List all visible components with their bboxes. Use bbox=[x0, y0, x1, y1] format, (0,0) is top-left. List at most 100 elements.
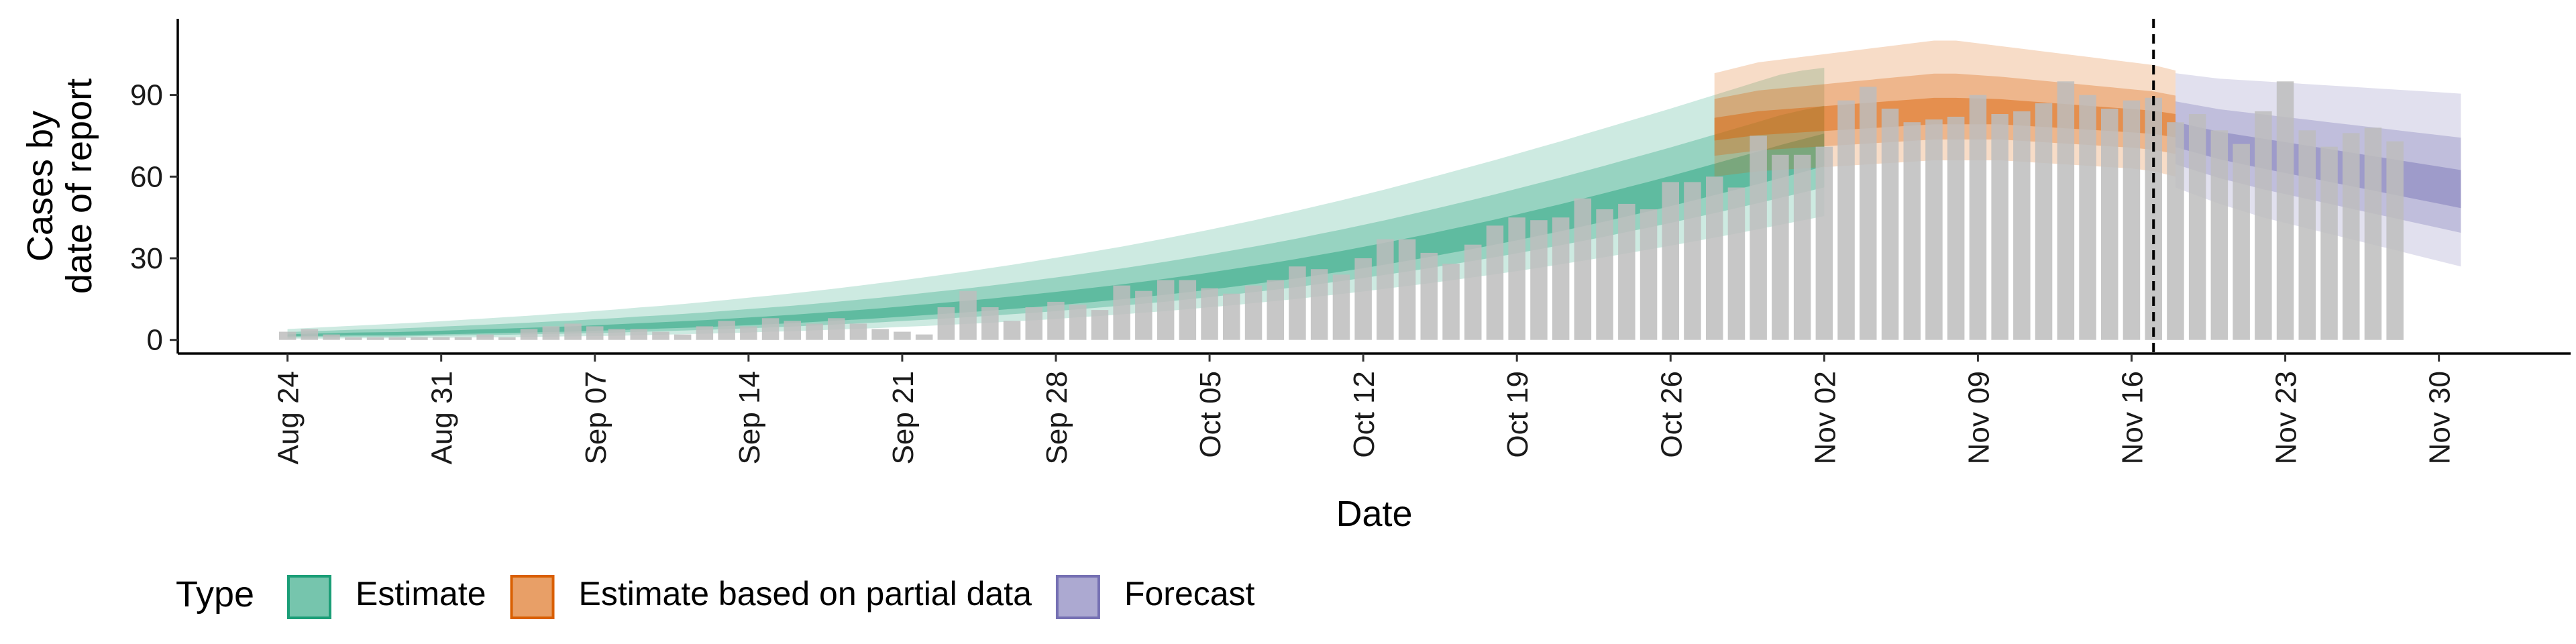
reported-case-bar bbox=[366, 337, 384, 340]
reported-case-bar bbox=[937, 307, 955, 340]
reported-case-bar bbox=[2210, 130, 2229, 340]
reported-case-bar bbox=[1750, 136, 1767, 340]
reported-case-bar bbox=[1947, 117, 1965, 340]
reported-case-bar bbox=[1815, 146, 1833, 340]
reported-case-bar bbox=[1223, 293, 1240, 340]
legend: Type Estimate Estimate based on partial da… bbox=[176, 574, 1255, 619]
axes-layer: 0 30 60 90 Aug 24 Aug 31 Sep 07 Sep 14 Sep 21 Sep… bbox=[20, 19, 2571, 534]
legend-label: Forecast bbox=[1124, 575, 1255, 612]
reported-case-bar bbox=[1420, 252, 1438, 340]
reported-case-bar bbox=[828, 318, 845, 340]
reported-case-bar bbox=[1706, 176, 1723, 340]
x-tick-label: Nov 02 bbox=[1809, 371, 1841, 464]
reported-case-bar bbox=[1552, 217, 1570, 340]
reported-case-bar bbox=[652, 331, 669, 340]
x-tick-label: Nov 16 bbox=[2116, 371, 2149, 464]
reported-case-bar bbox=[1486, 225, 1504, 340]
reported-case-bar bbox=[2057, 81, 2075, 340]
x-tick-label: Oct 12 bbox=[1348, 371, 1381, 458]
reported-case-bar bbox=[564, 323, 582, 340]
reported-case-bar bbox=[1025, 307, 1042, 340]
reported-case-bar bbox=[849, 323, 867, 340]
reported-case-bar bbox=[2123, 100, 2141, 340]
reported-case-bar bbox=[1727, 187, 1746, 340]
reported-case-bar bbox=[2233, 144, 2250, 340]
reported-case-bar bbox=[1377, 239, 1394, 340]
reported-case-bar bbox=[2035, 103, 2053, 340]
reported-case-bar bbox=[2013, 111, 2031, 340]
reported-case-bar bbox=[1991, 114, 2008, 340]
reported-case-bar bbox=[476, 334, 494, 340]
reported-case-bar bbox=[2276, 81, 2294, 340]
legend-swatch bbox=[287, 575, 331, 619]
reported-case-bar bbox=[2298, 130, 2316, 340]
estimate-band-outer bbox=[287, 68, 1825, 339]
reported-case-bar bbox=[1267, 280, 1284, 340]
reported-case-bar bbox=[1310, 269, 1328, 340]
reported-case-bar bbox=[1881, 108, 1899, 340]
reported-case-bar bbox=[894, 331, 911, 340]
reported-case-bar bbox=[1508, 217, 1525, 340]
reported-case-bar bbox=[388, 337, 406, 340]
legend-title: Type bbox=[176, 574, 254, 614]
reported-case-bar bbox=[1244, 285, 1263, 340]
reported-case-bar bbox=[1596, 209, 1613, 340]
reported-case-bar bbox=[761, 318, 780, 340]
reported-case-bar bbox=[2364, 127, 2382, 340]
reported-case-bar bbox=[498, 337, 516, 340]
reported-case-bar bbox=[301, 329, 319, 340]
reported-case-bar bbox=[278, 331, 297, 340]
reported-case-bar bbox=[1289, 266, 1306, 340]
reported-case-bar bbox=[630, 329, 647, 340]
reported-case-bar bbox=[1179, 280, 1197, 340]
reported-case-bar bbox=[1354, 258, 1372, 340]
reported-case-bar bbox=[1047, 301, 1065, 340]
reported-case-bar bbox=[2167, 122, 2184, 340]
reported-case-bar bbox=[1464, 244, 1482, 340]
reported-case-bar bbox=[1398, 239, 1416, 340]
reported-case-bar bbox=[981, 307, 999, 340]
reported-case-bar bbox=[1640, 209, 1658, 340]
reported-case-bar bbox=[806, 323, 823, 340]
reported-case-bar bbox=[1003, 321, 1021, 340]
reported-case-bar bbox=[411, 337, 428, 340]
reported-case-bar bbox=[1969, 95, 1987, 340]
x-tick-label: Aug 31 bbox=[426, 371, 459, 464]
reported-case-bar bbox=[1837, 100, 1855, 340]
reported-case-bar bbox=[323, 334, 340, 340]
reported-case-bar bbox=[1069, 305, 1087, 340]
x-axis-title: Date bbox=[1336, 494, 1412, 534]
reported-case-bar bbox=[1793, 154, 1811, 340]
reported-case-bar bbox=[2320, 146, 2338, 340]
y-axis-title: Cases by bbox=[20, 111, 60, 262]
x-tick-label: Nov 09 bbox=[1962, 371, 1995, 464]
reported-case-bar bbox=[784, 321, 801, 340]
x-tick-label: Sep 21 bbox=[887, 371, 920, 464]
y-tick-label: 0 bbox=[147, 324, 163, 357]
reported-case-bar bbox=[959, 290, 977, 340]
reported-case-bar bbox=[696, 326, 714, 340]
reported-case-bar bbox=[432, 337, 450, 340]
reported-case-bar bbox=[1201, 288, 1218, 340]
x-tick-label: Aug 24 bbox=[272, 371, 305, 464]
reported-case-bar bbox=[542, 326, 560, 340]
legend-label: Estimate based on partial data bbox=[579, 575, 1032, 612]
reported-case-bar bbox=[1530, 220, 1548, 340]
x-tick-label: Oct 05 bbox=[1194, 371, 1227, 458]
reported-case-bar bbox=[1332, 274, 1350, 340]
x-tick-label: Nov 23 bbox=[2270, 371, 2303, 464]
reported-case-bar bbox=[2188, 114, 2206, 340]
reported-case-bar bbox=[1684, 182, 1701, 340]
x-tick-label: Oct 26 bbox=[1655, 371, 1688, 458]
x-tick-label: Sep 07 bbox=[580, 371, 612, 464]
reported-case-bar bbox=[1903, 122, 1921, 340]
x-tick-label: Nov 30 bbox=[2424, 371, 2457, 464]
reported-case-bar bbox=[915, 334, 933, 340]
legend-swatch bbox=[1055, 575, 1100, 619]
reported-case-bar bbox=[674, 334, 692, 340]
reported-case-bar bbox=[345, 337, 362, 340]
x-tick-label: Oct 19 bbox=[1501, 371, 1534, 458]
reported-case-bar bbox=[1662, 182, 1679, 340]
reported-cases-bars bbox=[278, 81, 2404, 340]
